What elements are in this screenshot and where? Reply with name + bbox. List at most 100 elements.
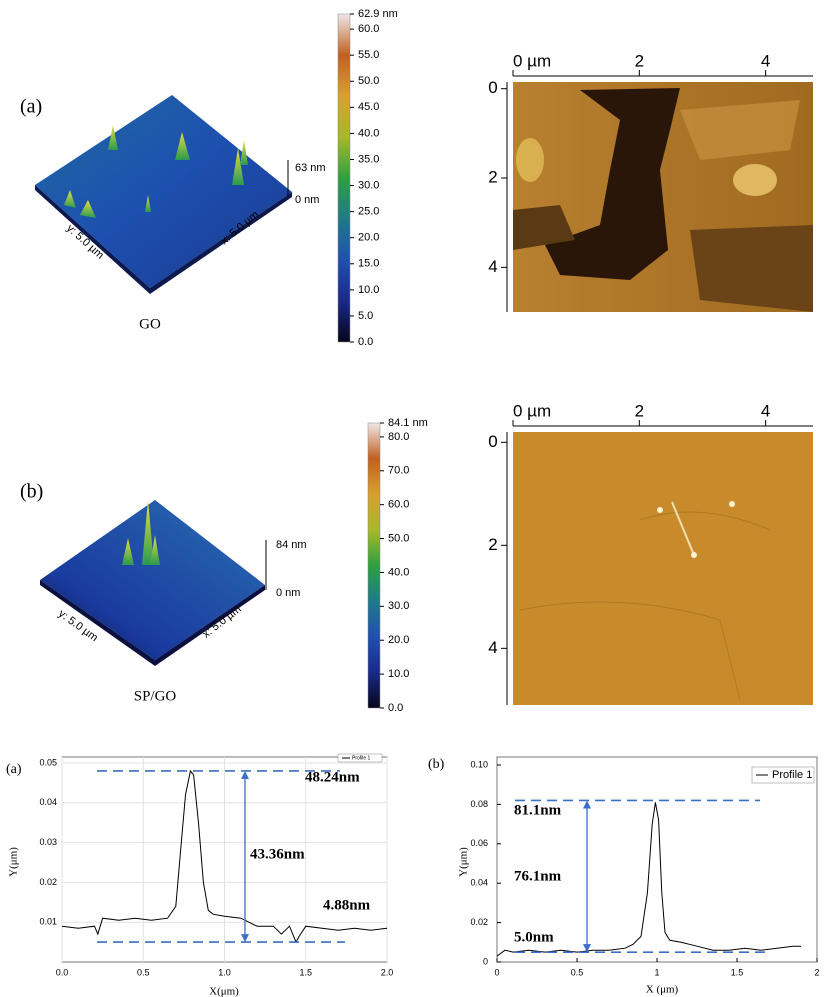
colorbar-tick-label: 62.9 nm: [358, 8, 398, 20]
profile-line: [61, 769, 388, 944]
profile-line: [496, 802, 801, 957]
sample-name: SP/GO: [134, 688, 177, 704]
x-tick-label: 0: [494, 967, 499, 977]
y-axis-label: Y(μm): [458, 847, 470, 877]
image-feature: [691, 552, 697, 558]
image-tick-label: 0: [488, 78, 497, 97]
colorbar-tick-label: 10.0: [388, 668, 409, 680]
image-tick-label: 4: [761, 51, 770, 70]
height-label: 63 nm: [295, 162, 326, 174]
afm-image-b: [513, 432, 813, 705]
arrow-head: [583, 800, 591, 809]
peak: [80, 200, 96, 218]
peak: [175, 132, 190, 160]
base-label: 0 nm: [276, 587, 300, 599]
surface: [35, 95, 292, 288]
image-tick-label: 2: [635, 51, 644, 70]
x-tick-label: 2: [814, 967, 819, 977]
x-tick-label: 0.0: [56, 967, 69, 977]
image-tick-label: 2: [488, 168, 497, 187]
image-region: [513, 205, 575, 250]
surface-edge: [150, 192, 292, 294]
surface-edge: [155, 585, 265, 666]
sample-name: GO: [139, 316, 161, 332]
image-tick-label: 0 µm: [513, 401, 551, 420]
surface-b: [40, 500, 267, 666]
x-tick-label: 0.5: [571, 967, 584, 977]
arrow-head: [241, 934, 249, 943]
chart-label: (a): [6, 762, 22, 777]
colorbar-tick-label: 20.0: [358, 232, 379, 244]
image-tick-label: 2: [488, 535, 497, 554]
peak: [142, 500, 154, 565]
base-label: 0 nm: [295, 194, 319, 206]
peak: [150, 535, 160, 565]
image-feature: [729, 501, 735, 507]
legend-box: [751, 766, 815, 784]
y-tick-label: 0.04: [470, 878, 488, 888]
image-region: [733, 164, 777, 196]
image-tick-label: 4: [488, 638, 497, 657]
colorbar-tick-label: 0.0: [388, 702, 403, 714]
surface-a: [35, 95, 292, 294]
image-region: [516, 138, 544, 182]
colorbar-tick-label: 0.0: [358, 336, 373, 348]
peak: [122, 538, 134, 565]
colorbar-tick-label: 70.0: [388, 465, 409, 477]
image-tick-label: 2: [635, 401, 644, 420]
x-axis-label: X(μm): [209, 986, 239, 997]
y-tick-label: 0.10: [470, 759, 488, 769]
colorbar-tick-label: 45.0: [358, 101, 379, 113]
image-feature: [671, 501, 695, 556]
image-tick-label: 4: [488, 257, 497, 276]
colorbar: [367, 422, 381, 709]
annotation: 76.1nm: [514, 868, 562, 884]
panel-label: (b): [20, 481, 43, 503]
colorbar-tick-label: 80.0: [388, 431, 409, 443]
y-axis-label: Y(μm): [8, 847, 20, 877]
height-label: 84 nm: [276, 539, 307, 551]
peak: [108, 125, 118, 150]
afm-image-a: [513, 82, 813, 312]
x-tick-label: 1.5: [299, 967, 312, 977]
colorbar-tick-label: 15.0: [358, 258, 379, 270]
arrow-head: [583, 944, 591, 953]
y-tick-label: 0.02: [470, 917, 488, 927]
surface-edge: [40, 580, 155, 666]
image-feature: [639, 511, 771, 531]
image-feature: [519, 601, 741, 701]
y-tick-label: 0: [483, 956, 488, 966]
colorbar-tick-label: 50.0: [358, 75, 379, 87]
legend-label: Profile 1: [772, 769, 812, 781]
y-tick-label: 0.06: [470, 838, 488, 848]
image-tick-label: 4: [761, 401, 770, 420]
colorbar-tick-label: 60.0: [388, 499, 409, 511]
image-tick-label: 0 µm: [513, 51, 551, 70]
y-tick-label: 0.03: [39, 837, 57, 847]
image-region: [690, 225, 813, 312]
chart-label: (b): [428, 757, 445, 772]
arrow-head: [241, 770, 249, 779]
surface-edge: [35, 185, 150, 294]
peak: [64, 190, 76, 208]
colorbar-tick-label: 5.0: [358, 310, 373, 322]
x-tick-label: 2.0: [381, 967, 394, 977]
x-axis-label: X (μm): [646, 984, 679, 996]
panel-label: (a): [20, 96, 42, 118]
image-region: [545, 88, 680, 280]
annotation: 81.1nm: [514, 802, 562, 818]
peak: [232, 148, 244, 185]
y-tick-label: 0.05: [39, 757, 57, 767]
image-region: [680, 100, 800, 160]
colorbar-tick-label: 50.0: [388, 532, 409, 544]
colorbar-tick-label: 25.0: [358, 206, 379, 218]
legend-box: [337, 753, 383, 763]
colorbar-tick-label: 35.0: [358, 153, 379, 165]
y-tick-label: 0.04: [39, 797, 57, 807]
image-feature: [657, 507, 663, 513]
x-tick-label: 0.5: [137, 967, 150, 977]
x-tick-label: 1.5: [731, 967, 744, 977]
x-tick-label: 1.0: [218, 967, 231, 977]
